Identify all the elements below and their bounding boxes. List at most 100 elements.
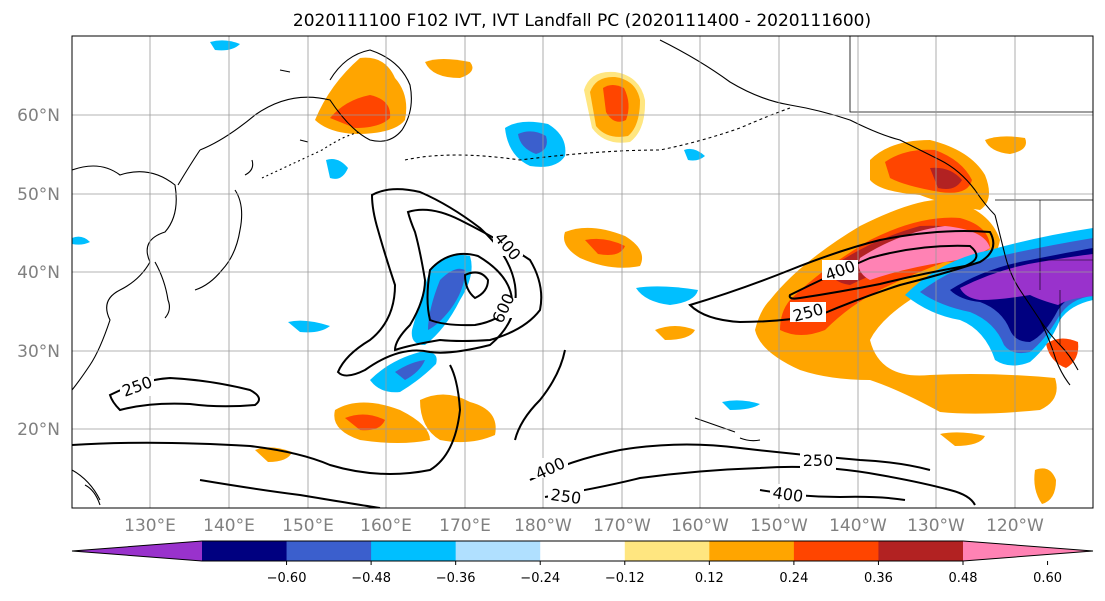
colorbar-tick-label: −0.48: [351, 571, 391, 586]
colorbar-tick-label: 0.36: [864, 571, 893, 586]
alaska-interior-border: [849, 36, 1093, 113]
kamchatka-coast: [254, 49, 412, 142]
contour-label: 400: [770, 483, 806, 506]
colorbar-tick-label: 0.48: [949, 571, 978, 586]
colorbar-extend-max: [963, 541, 1093, 561]
contour-250-west: [108, 376, 260, 412]
japan: [194, 159, 254, 291]
lon-label: 160°E: [360, 516, 412, 536]
lat-label: 20°N: [17, 420, 60, 440]
lat-label: 30°N: [17, 342, 60, 362]
shade-gulf-ak: [985, 136, 1026, 154]
lon-label: 150°E: [282, 516, 334, 536]
shade-okhotsk-blue: [210, 40, 240, 51]
contour-400-ne: [788, 244, 978, 300]
shade-okhotsk-small: [425, 59, 473, 78]
colorbar-tick-label: −0.60: [267, 571, 307, 586]
lon-label: 160°W: [671, 516, 729, 536]
contour-label: 250: [800, 450, 836, 470]
colorbar-outline: [71, 540, 1094, 562]
colorbar-swatch: [371, 541, 457, 561]
colorbar-extend-min: [72, 541, 202, 561]
colorbar-swatch: [878, 541, 964, 561]
korea: [154, 261, 171, 319]
us-state-lines: [1039, 200, 1093, 345]
contour-inner-dl: [463, 271, 490, 300]
contour-250-dl: [336, 188, 517, 377]
shade-hawaii-north: [655, 326, 695, 340]
pc-negative-shading: [72, 40, 1093, 410]
colorbar-swatch: [455, 541, 541, 561]
lon-label: 130°E: [124, 516, 176, 536]
colorbar-tick-label: 0.24: [779, 571, 808, 586]
shade-bc-darkred: [930, 167, 962, 189]
lon-label: 180°W: [514, 516, 572, 536]
colorbar-tick-label: −0.24: [520, 571, 560, 586]
colorbar: −0.60 −0.48 −0.36 −0.24 −0.12 0.12 0.24 0.36 0.4…: [71, 540, 1094, 586]
contour-label: 400: [532, 453, 568, 484]
baja: [1039, 319, 1071, 386]
contour-400-bottom: [529, 443, 931, 481]
okhotsk-coast: [177, 114, 256, 186]
colorbar-swatch: [286, 541, 372, 561]
kuril-chain: [261, 131, 361, 179]
shade-japan-blue: [288, 320, 330, 333]
shade-hawaii-blue: [722, 400, 760, 410]
contour-250-south: [72, 364, 462, 475]
contour-label: 250: [790, 299, 826, 326]
aleutians: [404, 107, 791, 161]
map-panel: 400 600 250 250 400: [71, 35, 1094, 509]
colorbar-tick-label: −0.36: [436, 571, 476, 586]
okhotsk-islands: [279, 69, 309, 143]
lat-label: 40°N: [17, 263, 60, 283]
map-frame: [71, 35, 1094, 509]
lon-label: 120°W: [986, 516, 1044, 536]
lat-label: 50°N: [17, 185, 60, 205]
colorbar-swatch: [540, 541, 626, 561]
lat-label: 60°N: [17, 106, 60, 126]
colorbar-swatch: [709, 541, 795, 561]
contour-label: 250: [120, 372, 155, 400]
shade-sw-blue: [72, 236, 90, 245]
contour-label: 250: [548, 485, 584, 508]
shade-se-small: [940, 432, 985, 446]
n-america-coast: [994, 214, 1079, 371]
alaska-coast: [659, 39, 996, 216]
hawaii: [694, 417, 761, 442]
shade-south-red: [345, 414, 385, 431]
shade-baja: [1046, 338, 1079, 368]
contour-label: 400: [822, 256, 858, 285]
svg-text:250: 250: [549, 485, 582, 508]
svg-text:400: 400: [771, 483, 804, 506]
contour-250-w2: [514, 349, 566, 441]
contour-250-bottom: [199, 479, 381, 508]
shade-bering-blue: [518, 131, 547, 154]
lon-label: 140°W: [829, 516, 887, 536]
shade-kam-blue: [326, 159, 348, 179]
lon-label: 170°E: [439, 516, 491, 536]
contour-250-ne: [688, 230, 995, 324]
shade-central-red: [585, 238, 625, 255]
ivt-contours: [72, 188, 995, 508]
colorbar-swatch: [793, 541, 879, 561]
contour-250-east: [544, 465, 976, 506]
lon-label: 170°W: [593, 516, 651, 536]
shade-central-blue: [636, 286, 698, 305]
shade-date-line-ar-blue: [428, 268, 465, 330]
pc-positive-shading: [255, 57, 1079, 504]
map-title: 2020111100 F102 IVT, IVT Landfall PC (20…: [293, 11, 871, 31]
coastlines: [72, 36, 1093, 506]
colorbar-swatch: [624, 541, 710, 561]
shade-se-small-2: [1034, 468, 1056, 504]
shade-ne-pacific-pink: [858, 226, 990, 280]
colorbar-tick-label: 0.12: [695, 571, 724, 586]
svg-text:250: 250: [803, 451, 834, 470]
colorbar-tick-label: −0.12: [605, 571, 645, 586]
lon-label: 140°E: [203, 516, 255, 536]
colorbar-tick-label: 0.60: [1033, 571, 1062, 586]
lat-labels: 60°N 50°N 40°N 30°N 20°N: [17, 106, 60, 440]
lon-label: 130°W: [907, 516, 965, 536]
colorbar-swatch: [202, 541, 288, 561]
philippines: [72, 469, 101, 506]
